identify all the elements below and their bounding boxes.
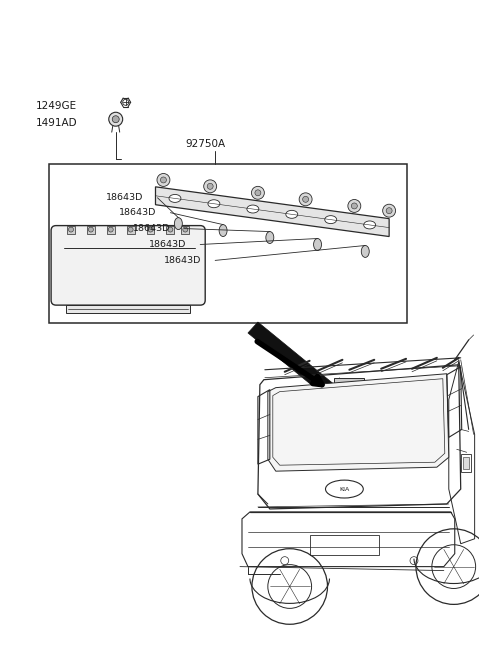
Bar — [146, 226, 155, 234]
Bar — [49, 164, 407, 323]
Text: KIA: KIA — [339, 487, 349, 491]
Text: 18643D: 18643D — [164, 256, 201, 265]
Ellipse shape — [174, 218, 182, 230]
Circle shape — [112, 115, 119, 123]
Bar — [463, 457, 468, 469]
Circle shape — [128, 227, 133, 232]
Text: 18643D: 18643D — [148, 240, 186, 249]
Circle shape — [207, 183, 213, 190]
Polygon shape — [156, 187, 389, 237]
Circle shape — [69, 227, 73, 232]
Circle shape — [108, 227, 113, 232]
Ellipse shape — [247, 205, 259, 213]
Circle shape — [252, 186, 264, 199]
FancyBboxPatch shape — [51, 226, 205, 305]
Circle shape — [88, 227, 93, 232]
Circle shape — [299, 193, 312, 206]
Circle shape — [351, 203, 357, 209]
Bar — [66, 305, 190, 313]
Polygon shape — [248, 322, 335, 396]
Bar — [107, 226, 115, 234]
Circle shape — [168, 227, 173, 232]
Circle shape — [183, 227, 188, 232]
Polygon shape — [324, 378, 348, 396]
Bar — [461, 454, 471, 472]
Ellipse shape — [364, 221, 376, 229]
Text: 18643D: 18643D — [106, 194, 143, 202]
Circle shape — [302, 196, 309, 202]
Circle shape — [204, 180, 216, 193]
Circle shape — [348, 199, 361, 213]
Ellipse shape — [361, 245, 369, 257]
Circle shape — [160, 177, 167, 183]
Circle shape — [255, 190, 261, 195]
Circle shape — [383, 204, 396, 217]
Circle shape — [157, 173, 170, 186]
Polygon shape — [268, 374, 449, 471]
Bar — [67, 226, 75, 234]
Text: 18643D: 18643D — [132, 224, 170, 233]
Text: 1249GE: 1249GE — [36, 101, 77, 112]
Ellipse shape — [169, 194, 181, 203]
Circle shape — [386, 208, 392, 214]
Bar — [335, 378, 364, 382]
Ellipse shape — [286, 211, 298, 218]
Text: 18643D: 18643D — [119, 208, 156, 217]
Text: 92750A: 92750A — [185, 139, 226, 149]
Ellipse shape — [219, 224, 227, 237]
Bar — [127, 226, 134, 234]
Bar — [167, 226, 174, 234]
Text: 1491AD: 1491AD — [36, 118, 78, 128]
Ellipse shape — [325, 216, 336, 224]
Ellipse shape — [266, 232, 274, 243]
Circle shape — [148, 227, 153, 232]
Bar — [310, 535, 379, 555]
Bar — [87, 226, 95, 234]
Ellipse shape — [208, 199, 220, 208]
Ellipse shape — [313, 239, 322, 251]
Circle shape — [109, 112, 123, 126]
Bar — [181, 226, 189, 234]
